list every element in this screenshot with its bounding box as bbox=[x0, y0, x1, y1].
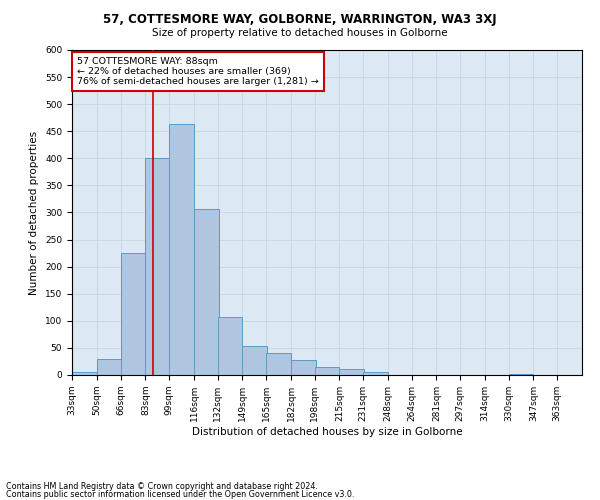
Text: 57, COTTESMORE WAY, GOLBORNE, WARRINGTON, WA3 3XJ: 57, COTTESMORE WAY, GOLBORNE, WARRINGTON… bbox=[103, 12, 497, 26]
Bar bbox=[291, 360, 316, 375]
Text: 57 COTTESMORE WAY: 88sqm
← 22% of detached houses are smaller (369)
76% of semi-: 57 COTTESMORE WAY: 88sqm ← 22% of detach… bbox=[77, 56, 319, 86]
Text: Contains public sector information licensed under the Open Government Licence v3: Contains public sector information licen… bbox=[6, 490, 355, 499]
Bar bbox=[242, 346, 268, 375]
Bar bbox=[121, 253, 145, 375]
Bar bbox=[314, 368, 340, 375]
Bar bbox=[145, 158, 170, 375]
Bar bbox=[266, 354, 291, 375]
Bar bbox=[363, 372, 388, 375]
Y-axis label: Number of detached properties: Number of detached properties bbox=[29, 130, 40, 294]
Bar bbox=[72, 372, 97, 375]
Bar bbox=[194, 208, 219, 375]
Bar bbox=[169, 124, 194, 375]
X-axis label: Distribution of detached houses by size in Golborne: Distribution of detached houses by size … bbox=[191, 426, 463, 436]
Bar bbox=[340, 369, 364, 375]
Text: Contains HM Land Registry data © Crown copyright and database right 2024.: Contains HM Land Registry data © Crown c… bbox=[6, 482, 318, 491]
Bar bbox=[218, 316, 242, 375]
Bar bbox=[97, 359, 122, 375]
Bar bbox=[509, 374, 533, 375]
Text: Size of property relative to detached houses in Golborne: Size of property relative to detached ho… bbox=[152, 28, 448, 38]
